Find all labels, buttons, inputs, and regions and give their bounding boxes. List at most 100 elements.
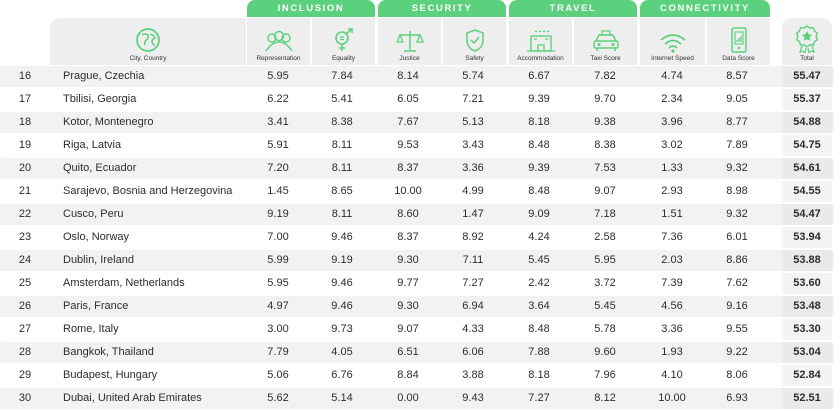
taxi-cell: 9.60: [594, 346, 616, 358]
taxi-cell: 5.45: [594, 300, 616, 312]
globe-icon: [136, 28, 160, 52]
data-cell: 9.55: [726, 323, 748, 335]
city-cell: Budapest, Hungary: [63, 369, 158, 381]
internet-cell: 4.10: [661, 369, 683, 381]
category-label: INCLUSION: [277, 3, 345, 14]
table-row: 26 Paris, France 4.97 9.46 9.30 6.94 3.64 5.45 4…: [0, 296, 840, 319]
representation-cell: 3.41: [267, 116, 289, 128]
data-cell: 7.89: [726, 139, 748, 151]
accommodation-cell: 9.09: [528, 208, 550, 220]
total-cell: 53.30: [782, 319, 832, 340]
safety-cell: 5.74: [462, 70, 484, 82]
column-label: Justice: [399, 55, 420, 62]
accommodation-cell: 8.48: [528, 139, 550, 151]
justice-cell: 6.05: [397, 93, 419, 105]
justice-cell: 9.30: [397, 254, 419, 266]
equality-cell: 8.11: [331, 208, 353, 220]
justice-cell: 6.51: [397, 346, 419, 358]
safety-cell: 9.43: [462, 392, 484, 404]
internet-cell: 2.03: [661, 254, 683, 266]
category-label: SECURITY: [411, 3, 473, 14]
rank-cell: 27: [18, 323, 32, 335]
data-cell: 7.62: [726, 277, 748, 289]
safety-cell: 7.21: [462, 93, 484, 105]
internet-cell: 1.51: [661, 208, 683, 220]
column-header-representation: Representation: [247, 18, 310, 65]
taxi-cell: 5.95: [594, 254, 616, 266]
column-header-total: Total: [782, 18, 832, 65]
column-label: Equality: [331, 55, 356, 62]
rank-cell: 24: [18, 254, 32, 266]
rank-cell: 21: [18, 185, 32, 197]
city-cell: Bangkok, Thailand: [63, 346, 154, 358]
taxi-cell: 5.78: [594, 323, 616, 335]
city-cell: Riga, Latvia: [63, 139, 122, 151]
category-inclusion: INCLUSION: [247, 0, 375, 17]
data-cell: 6.01: [726, 231, 748, 243]
city-cell: Oslo, Norway: [63, 231, 130, 243]
accommodation-cell: 5.45: [528, 254, 550, 266]
equality-cell: 9.46: [331, 231, 353, 243]
rank-cell: 18: [18, 116, 32, 128]
wifi-icon: [659, 34, 686, 53]
taxi-cell: 7.96: [594, 369, 616, 381]
row-background: [0, 388, 834, 409]
accommodation-cell: 2.42: [528, 277, 550, 289]
equality-cell: 7.84: [331, 70, 353, 82]
table-row: 27 Rome, Italy 3.00 9.73 9.07 4.33 8.48 5.78 3.3…: [0, 319, 840, 342]
representation-cell: 9.19: [267, 208, 289, 220]
total-cell: 54.61: [782, 158, 832, 179]
total-cell: 53.04: [782, 342, 832, 363]
taxi-cell: 7.18: [594, 208, 616, 220]
hotel-icon: [526, 30, 555, 52]
total-cell: 53.94: [782, 227, 832, 248]
safety-cell: 6.94: [462, 300, 484, 312]
equality-cell: 8.11: [331, 139, 353, 151]
total-cell: 54.88: [782, 112, 832, 133]
internet-cell: 7.36: [661, 231, 683, 243]
category-connectivity: CONNECTIVITY: [640, 0, 770, 17]
rank-cell: 22: [18, 208, 32, 220]
equality-cell: 8.38: [331, 116, 353, 128]
award-badge-icon: [795, 25, 819, 53]
accommodation-cell: 6.67: [528, 70, 550, 82]
gender-symbols-icon: [334, 28, 353, 51]
data-cell: 9.32: [726, 208, 748, 220]
equality-cell: 6.76: [331, 369, 353, 381]
justice-cell: 0.00: [397, 392, 419, 404]
row-background: [0, 112, 834, 133]
accommodation-cell: 8.18: [528, 116, 550, 128]
safety-cell: 3.36: [462, 162, 484, 174]
city-cell: Kotor, Montenegro: [63, 116, 154, 128]
column-header-justice: Justice: [378, 18, 441, 65]
safety-cell: 1.47: [462, 208, 484, 220]
safety-cell: 4.99: [462, 185, 484, 197]
representation-cell: 5.91: [267, 139, 289, 151]
table-row: 18 Kotor, Montenegro 3.41 8.38 7.67 5.13 8.18 9…: [0, 112, 840, 135]
column-header-equality: Equality: [312, 18, 375, 65]
internet-cell: 10.00: [658, 392, 686, 404]
equality-cell: 4.05: [331, 346, 353, 358]
accommodation-cell: 4.24: [528, 231, 550, 243]
justice-cell: 9.77: [397, 277, 419, 289]
equality-cell: 9.73: [331, 323, 353, 335]
justice-cell: 8.60: [397, 208, 419, 220]
table-row: 22 Cusco, Peru 9.19 8.11 8.60 1.47 9.09 7.18 1.5…: [0, 204, 840, 227]
representation-cell: 7.00: [267, 231, 289, 243]
safety-cell: 6.06: [462, 346, 484, 358]
internet-cell: 1.33: [661, 162, 683, 174]
accommodation-cell: 8.48: [528, 185, 550, 197]
column-header-accommodation: Accommodation: [509, 18, 572, 65]
safety-cell: 4.33: [462, 323, 484, 335]
taxi-cell: 9.38: [594, 116, 616, 128]
representation-cell: 5.62: [267, 392, 289, 404]
category-travel: TRAVEL: [509, 0, 637, 17]
representation-cell: 7.79: [267, 346, 289, 358]
data-cell: 8.77: [726, 116, 748, 128]
safety-cell: 7.27: [462, 277, 484, 289]
safety-cell: 5.13: [462, 116, 484, 128]
rank-cell: 26: [18, 300, 32, 312]
total-cell: 54.47: [782, 204, 832, 225]
table-row: 23 Oslo, Norway 7.00 9.46 8.37 8.92 4.24 2.58 7.…: [0, 227, 840, 250]
total-cell: 55.37: [782, 89, 832, 110]
